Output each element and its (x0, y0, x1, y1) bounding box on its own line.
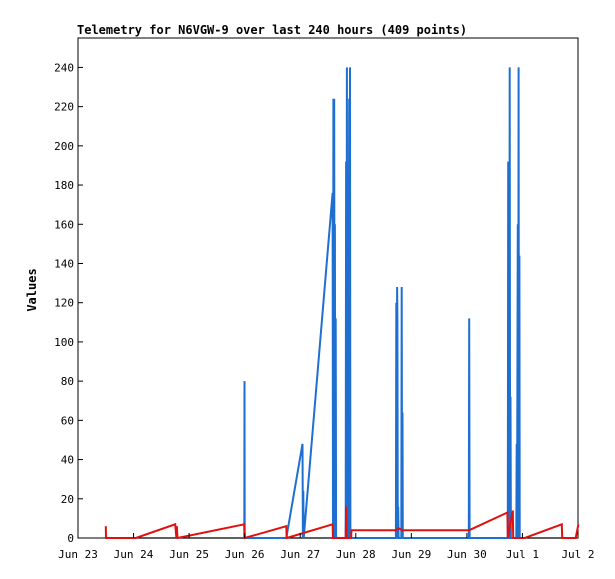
plot-frame (77, 37, 579, 539)
series-line-2 (104, 506, 580, 540)
y-tick-label: 240 (54, 61, 74, 74)
x-tick-label: Jun 23 (58, 548, 98, 561)
y-tick-label: 20 (61, 493, 74, 506)
x-tick-label: Jun 30 (447, 548, 487, 561)
y-tick-label: 0 (67, 532, 74, 545)
y-tick-label: 80 (61, 375, 74, 388)
y-tick-label: 40 (61, 454, 74, 467)
y-tick-label: 120 (54, 297, 74, 310)
x-tick-label: Jun 25 (169, 548, 209, 561)
x-tick-label: Jun 29 (391, 548, 431, 561)
y-tick-label: 60 (61, 414, 74, 427)
x-tick-label: Jul 1 (506, 548, 539, 561)
series-line-1 (243, 67, 521, 539)
series-layer (104, 67, 580, 540)
x-tick-label: Jun 28 (336, 548, 376, 561)
x-tick-label: Jun 24 (114, 548, 154, 561)
x-tick-label: Jun 27 (280, 548, 320, 561)
chart-title: Telemetry for N6VGW-9 over last 240 hour… (77, 23, 467, 37)
y-tick-label: 220 (54, 101, 74, 114)
y-tick-label: 100 (54, 336, 74, 349)
y-tick-label: 160 (54, 218, 74, 231)
x-tick-label: Jun 26 (225, 548, 265, 561)
y-tick-label: 200 (54, 140, 74, 153)
y-tick-label: 180 (54, 179, 74, 192)
x-tick-label: Jul 2 (561, 548, 594, 561)
y-axis: 0 20 40 60 80 100 120 140 160 180 200 220 240 (54, 61, 83, 545)
x-axis: Jun 23 Jun 24 Jun 25 Jun 26 Jun 27 Jun 28 Jun … (58, 533, 595, 561)
y-axis-label: Values (25, 268, 39, 311)
y-tick-label: 140 (54, 257, 74, 270)
